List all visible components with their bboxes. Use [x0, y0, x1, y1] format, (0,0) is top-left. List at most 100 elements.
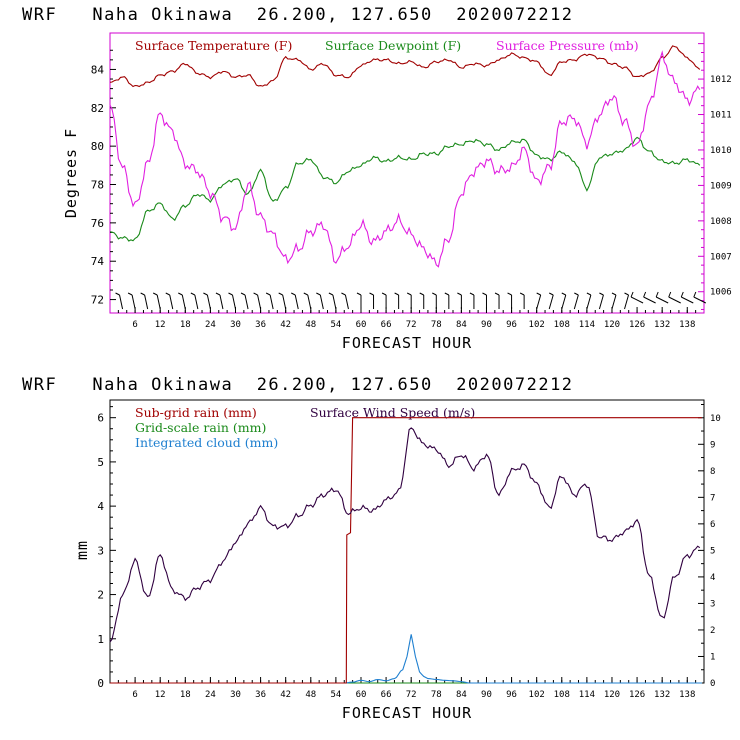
- panel1-x-tick-label: 12: [155, 320, 166, 330]
- panel1-x-tick-label: 54: [330, 320, 341, 330]
- wind-barb: [548, 292, 554, 310]
- panel2-x-ticks: 6 12 18 24 30 36 42 48 54 60 66 72 78 84 90 96 102 108 114…: [117, 677, 697, 700]
- panel1-x-tick-label: 96: [506, 320, 517, 330]
- panel2-right-tick-label: 10: [710, 414, 721, 424]
- panel2-x-tick-label: 30: [230, 690, 241, 700]
- panel1-x-tick-label: 138: [679, 320, 695, 330]
- panel2-x-tick-label: 114: [579, 690, 595, 700]
- legend-gridscale-rain: Grid-scale rain (mm): [135, 420, 266, 435]
- wind-barb: [680, 291, 694, 304]
- wind-barb: [303, 292, 312, 310]
- panel1-right-tick-label: 1012: [710, 75, 732, 85]
- panel1-x-tick-label: 102: [529, 320, 545, 330]
- panel1-x-tick-label: 132: [654, 320, 670, 330]
- pressure-line: [109, 50, 701, 268]
- panel1-x-tick-label: 6: [132, 320, 137, 330]
- panel1-x-tick-label: 72: [406, 320, 417, 330]
- panel2-right-tick-label: 8: [710, 467, 715, 477]
- integrated-cloud-line: [110, 634, 702, 684]
- wind-barb: [598, 292, 604, 310]
- wind-barb: [519, 292, 525, 309]
- legend-subgrid-rain: Sub-grid rain (mm): [135, 405, 257, 420]
- wind-barb: [316, 292, 324, 310]
- panel2-title: WRF Naha Okinawa 26.200, 127.650 2020072…: [22, 375, 574, 395]
- wind-barb: [482, 292, 487, 309]
- wind-barb: [561, 292, 567, 310]
- panel2-right-tick-label: 1: [710, 652, 715, 662]
- panel2-right-tick-label: 2: [710, 626, 715, 636]
- wind-barb: [643, 291, 656, 304]
- panel2-x-tick-label: 108: [554, 690, 570, 700]
- panel1-x-axis-label: FORECAST HOUR: [342, 334, 472, 352]
- panel1-right-tick-label: 1006: [710, 288, 732, 298]
- wind-barb: [240, 292, 249, 310]
- panel1-y-tick-label: 84: [91, 63, 105, 76]
- panel1-x-tick-label: 60: [356, 320, 367, 330]
- temperature-pressure-panel: WRF Naha Okinawa 26.200, 127.650 2020072…: [22, 5, 732, 352]
- panel2-right-tick-label: 9: [710, 440, 715, 450]
- wind-barb: [630, 291, 644, 304]
- panel2-y-tick-label: 3: [97, 544, 104, 557]
- wind-barb: [381, 292, 387, 309]
- wind-barb: [611, 292, 617, 310]
- panel1-y-tick-label: 76: [91, 217, 104, 230]
- wind-barb: [190, 292, 199, 310]
- panel1-x-tick-label: 126: [629, 320, 645, 330]
- wind-barb: [140, 292, 149, 310]
- wind-barb: [668, 291, 681, 304]
- wind-barb: [328, 292, 337, 310]
- legend-surface-pressure: Surface Pressure (mb): [496, 38, 639, 53]
- panel1-series: [109, 45, 701, 268]
- panel2-y-tick-label: 5: [97, 456, 104, 469]
- wind-barb: [265, 292, 274, 310]
- panel2-x-tick-label: 102: [529, 690, 545, 700]
- panel1-x-tick-label: 114: [579, 320, 595, 330]
- panel1-right-tick-label: 1011: [710, 111, 732, 121]
- wind-barb: [586, 292, 592, 310]
- legend-integrated-cloud: Integrated cloud (mm): [135, 435, 278, 450]
- panel1-right-tick-label: 1010: [710, 146, 732, 156]
- wind-barb: [406, 292, 412, 309]
- panel2-right-tick-label: 6: [710, 520, 715, 530]
- panel2-x-tick-label: 48: [305, 690, 316, 700]
- panel1-y-tick-label: 82: [91, 102, 104, 115]
- panel2-x-tick-label: 12: [155, 690, 166, 700]
- panel2-x-tick-label: 90: [481, 690, 492, 700]
- panel2-x-axis-label: FORECAST HOUR: [342, 704, 472, 722]
- panel1-y-tick-label: 78: [91, 179, 104, 192]
- panel2-x-tick-label: 96: [506, 690, 517, 700]
- panel1-right-tick-label: 1008: [710, 217, 732, 227]
- panel2-right-tick-label: 4: [710, 573, 715, 583]
- wind-barb: [127, 292, 136, 310]
- panel2-right-tick-label: 3: [710, 599, 715, 609]
- panel2-x-tick-label: 66: [381, 690, 392, 700]
- wind-barb: [178, 292, 186, 310]
- panel1-y-tick-label: 74: [91, 255, 105, 268]
- wind-barb: [341, 292, 349, 310]
- panel2-x-tick-label: 36: [255, 690, 266, 700]
- panel2-x-tick-label: 126: [629, 690, 645, 700]
- panel2-x-tick-label: 24: [205, 690, 216, 700]
- panel2-right-tick-label: 0: [710, 679, 715, 689]
- wind-barb: [444, 292, 450, 309]
- panel2-x-tick-label: 132: [654, 690, 670, 700]
- panel2-y-tick-label: 2: [97, 589, 104, 602]
- wind-barb: [693, 291, 707, 304]
- panel2-x-tick-label: 60: [356, 690, 367, 700]
- wind-barb: [624, 292, 630, 310]
- wind-barb: [165, 292, 174, 310]
- wind-barb: [419, 292, 425, 309]
- panel1-x-tick-label: 84: [456, 320, 467, 330]
- dewpoint-line: [109, 136, 701, 242]
- temperature-line: [109, 45, 701, 88]
- panel2-x-tick-label: 6: [132, 690, 137, 700]
- wind-barb: [457, 292, 462, 309]
- panel1-x-tick-label: 30: [230, 320, 241, 330]
- legend-surface-temperature: Surface Temperature (F): [135, 38, 292, 53]
- panel2-x-tick-label: 120: [604, 690, 620, 700]
- wind-barb: [228, 292, 236, 310]
- panel2-right-tick-label: 7: [710, 493, 715, 503]
- panel2-x-tick-label: 138: [679, 690, 695, 700]
- panel1-y-tick-label: 72: [91, 294, 104, 307]
